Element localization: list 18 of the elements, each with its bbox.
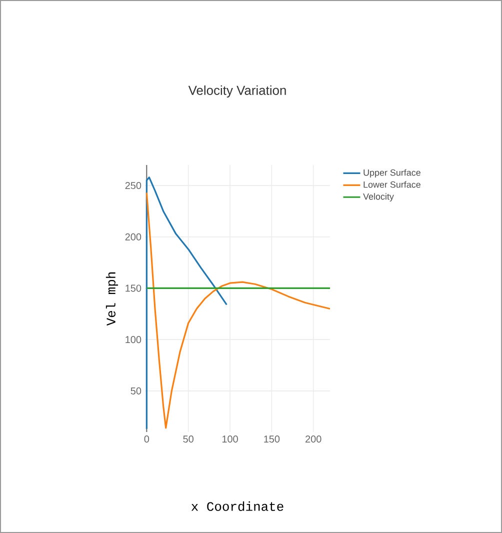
x-tick-label: 150: [264, 436, 280, 443]
y-tick-label: 150: [126, 284, 142, 292]
y-tick-label: 50: [130, 387, 142, 394]
line-series: [146, 176, 228, 430]
line-series: [146, 192, 330, 429]
x-tick-label: 100: [222, 436, 238, 443]
y-tick-label: 250: [125, 182, 142, 190]
legend-label: Lower Surface: [364, 181, 420, 188]
legend-label: Velocity: [363, 193, 394, 202]
y-tick-label: 100: [126, 336, 142, 344]
x-tick-label: 200: [306, 436, 322, 443]
legend-label: Upper Surface: [364, 169, 420, 178]
y-axis-title: Vel mph: [106, 272, 118, 326]
x-axis-title: x Coordinate: [191, 501, 284, 511]
y-tick-label: 200: [125, 233, 142, 240]
chart-title: Velocity Variation: [188, 85, 286, 98]
x-tick-label: 50: [183, 436, 194, 443]
x-tick-label: 0: [144, 436, 150, 443]
